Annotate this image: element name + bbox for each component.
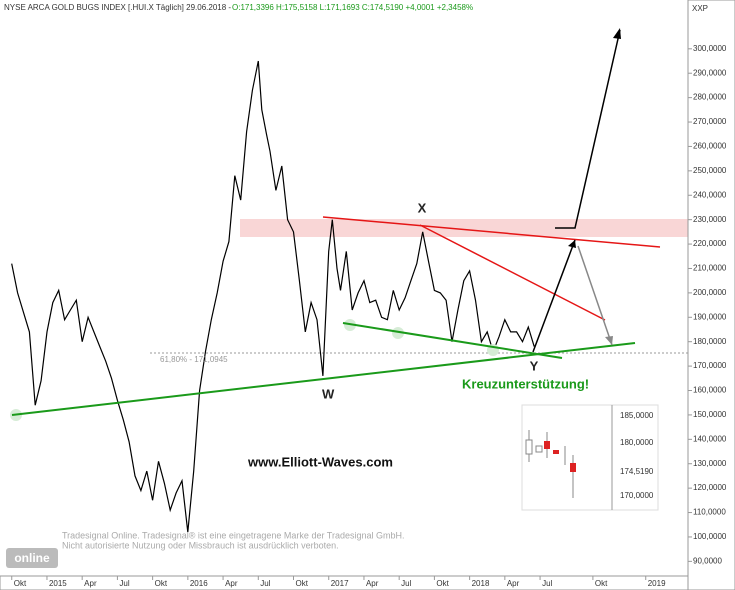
inset-tick: 180,0000 [620, 438, 654, 447]
watermark: www.Elliott-Waves.com [247, 454, 393, 469]
x-tick-label: 2015 [49, 579, 67, 588]
arrow-head [613, 28, 621, 39]
x-tick-label: Apr [84, 579, 97, 588]
support-line [342, 322, 563, 359]
price-line [11, 60, 535, 533]
copyright: Nicht autorisierte Nutzung oder Missbrau… [62, 540, 339, 550]
x-tick-label: Okt [155, 579, 168, 588]
fib-label: 61,80% - 171,0945 [160, 355, 228, 364]
y-tick-label: 210,0000 [693, 264, 727, 273]
x-tick-label: 2018 [472, 579, 490, 588]
y-tick-label: 160,0000 [693, 386, 727, 395]
y-tick-label: 200,0000 [693, 288, 727, 297]
chart-subtitle: O:171,3396 H:175,5158 L:171,1693 C:174,5… [232, 3, 473, 12]
y-tick-label: 300,0000 [693, 44, 727, 53]
y-tick-label: 280,0000 [693, 93, 727, 102]
resistance-band [240, 219, 688, 237]
x-tick-label: Jul [401, 579, 411, 588]
inset-tick: 185,0000 [620, 411, 654, 420]
wave-label: W [322, 386, 335, 401]
chart-title: NYSE ARCA GOLD BUGS INDEX [.HUI.X Täglic… [4, 3, 231, 12]
x-tick-label: Apr [366, 579, 379, 588]
arrow-head [568, 240, 576, 248]
y-tick-label: 120,0000 [693, 483, 727, 492]
x-tick-label: Apr [225, 579, 238, 588]
x-tick-label: Okt [436, 579, 449, 588]
inset-candle [544, 441, 550, 449]
wave-label: Y [530, 358, 539, 373]
x-tick-label: Jul [260, 579, 270, 588]
inset-candle [525, 439, 533, 455]
y-tick-label: 180,0000 [693, 337, 727, 346]
arrow-head [605, 336, 613, 345]
projection [555, 29, 621, 229]
y-tick-label: 100,0000 [693, 532, 727, 541]
y-tick-label: 240,0000 [693, 190, 727, 199]
y-tick-label: 150,0000 [693, 410, 727, 419]
x-tick-label: Apr [507, 579, 520, 588]
logo-box [6, 548, 58, 568]
inset: 185,0000 180,0000 174,5190 170,0000 [521, 404, 659, 511]
y-axis-panel [687, 0, 735, 590]
resistance-line [322, 216, 661, 248]
price-layer [11, 60, 535, 533]
x-tick-label: Okt [14, 579, 27, 588]
inset-frame [521, 404, 659, 511]
x-tick-label: Jul [542, 579, 552, 588]
resistance-line [419, 224, 606, 321]
axis-label: XXP [692, 4, 708, 13]
y-tick-label: 230,0000 [693, 215, 727, 224]
x-tick-label: Okt [296, 579, 309, 588]
inset-tick: 174,5190 [620, 467, 654, 476]
logo: online [14, 551, 50, 565]
inset-candle [553, 450, 559, 454]
wave-label: X [418, 200, 427, 215]
y-tick-label: 270,0000 [693, 117, 727, 126]
copyright: Tradesignal Online. Tradesignal® ist ein… [62, 530, 404, 540]
touch [392, 327, 404, 339]
x-tick-label: 2017 [331, 579, 349, 588]
y-tick-label: 220,0000 [693, 239, 727, 248]
y-tick-label: 140,0000 [693, 434, 727, 443]
y-tick-label: 110,0000 [693, 508, 726, 517]
x-tick-label: 2019 [648, 579, 666, 588]
support-line [11, 342, 636, 416]
annotation: Kreuzunterstützung! [462, 376, 589, 391]
y-tick-label: 190,0000 [693, 312, 727, 321]
projection [532, 239, 576, 353]
y-tick-label: 170,0000 [693, 361, 727, 370]
inset-candle [570, 463, 576, 472]
trendlines [10, 28, 661, 421]
inset-candle [535, 445, 543, 453]
x-tick-label: Jul [119, 579, 129, 588]
x-tick-label: Okt [595, 579, 608, 588]
projection [577, 245, 613, 346]
y-tick-label: 260,0000 [693, 142, 727, 151]
inset-tick: 170,0000 [620, 491, 654, 500]
y-tick-label: 90,0000 [693, 556, 722, 565]
x-axis-panel [0, 575, 689, 590]
x-tick-label: 2016 [190, 579, 208, 588]
y-tick-label: 250,0000 [693, 166, 727, 175]
y-tick-label: 290,0000 [693, 68, 727, 77]
y-tick-label: 130,0000 [693, 459, 727, 468]
